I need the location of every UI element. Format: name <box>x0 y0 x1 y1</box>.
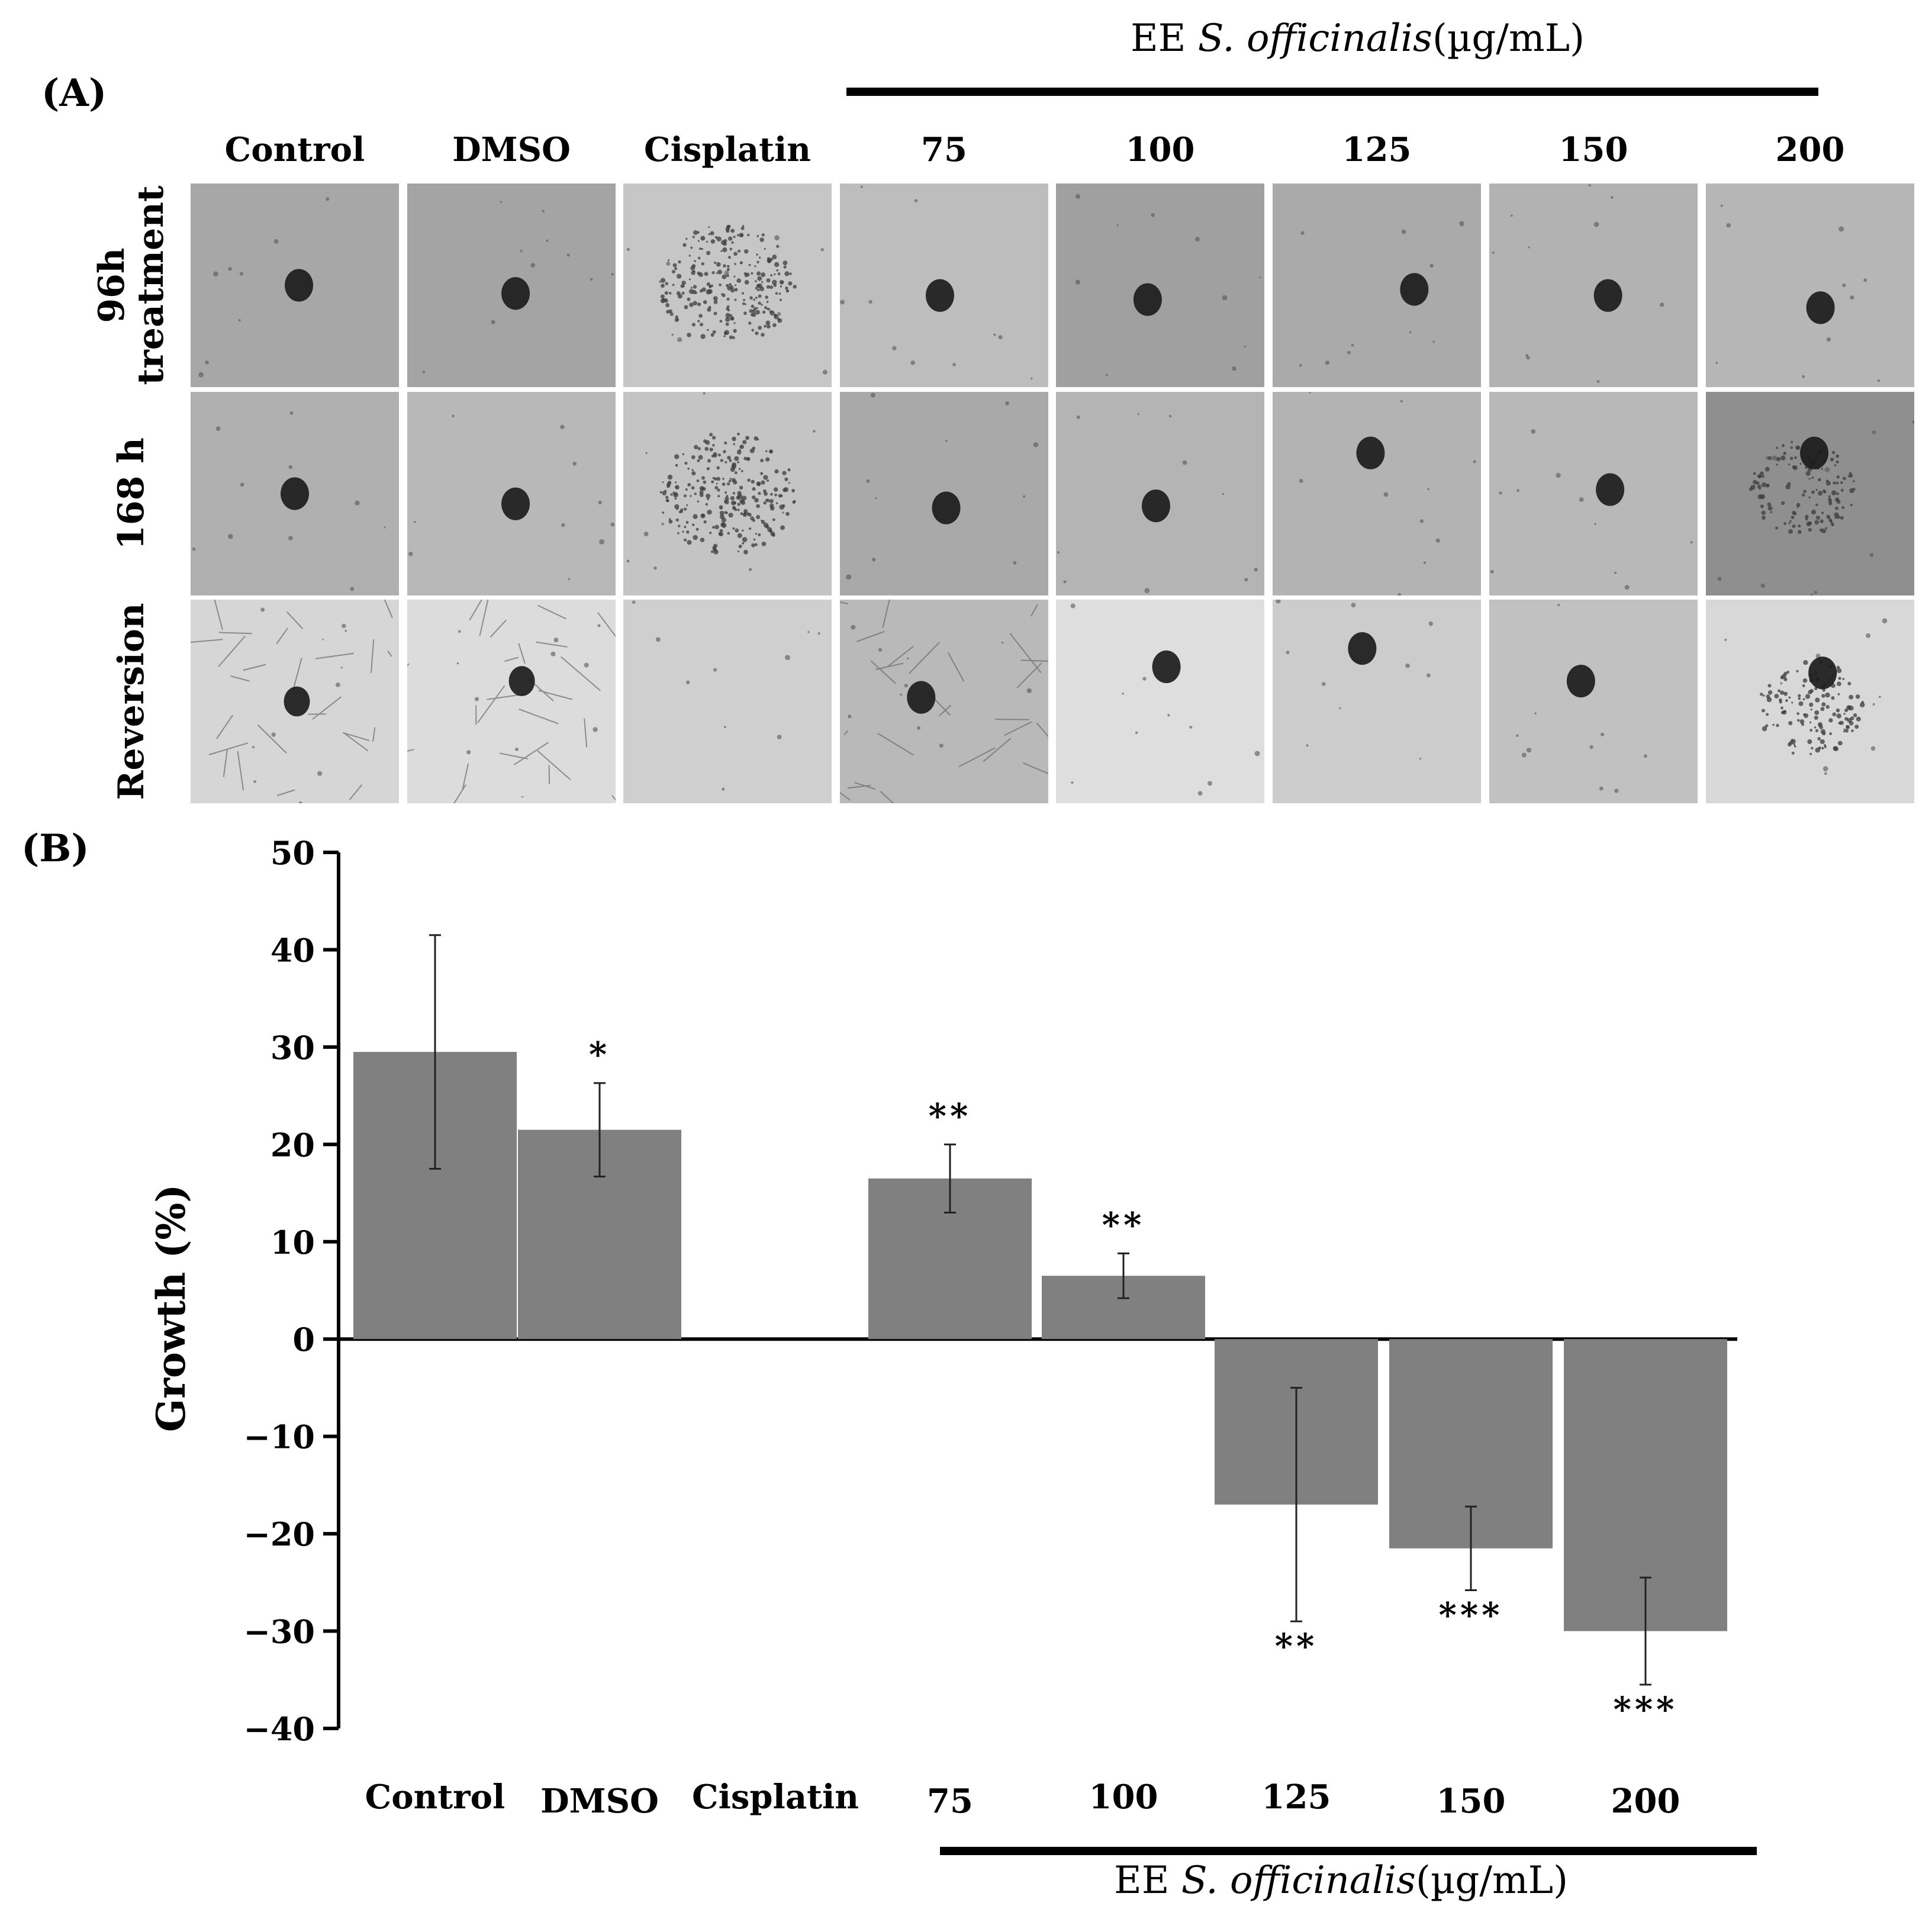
y-tick-label: 50 <box>271 834 315 872</box>
y-tick-label: 40 <box>271 931 315 969</box>
panel-b-label: (B) <box>21 826 89 871</box>
y-axis-label: Growth (%) <box>148 1184 194 1432</box>
y-tick-label: 30 <box>271 1029 315 1067</box>
panel-b-header-rule <box>940 1847 1757 1855</box>
row-label-2: 168 h <box>111 392 152 595</box>
column-label-cisplatin: Cisplatin <box>644 130 811 169</box>
x-tick-label-200: 200 <box>1611 1782 1680 1821</box>
chart-x-tick-labels: Control DMSO Cisplatin 75 100 125 150 200 <box>365 1778 1680 1821</box>
panel-a-label: (A) <box>41 71 107 115</box>
error-bar-150 <box>1465 1505 1477 1591</box>
micrograph-dmso-row1 <box>407 183 616 387</box>
column-label-control: Control <box>224 130 365 169</box>
column-label-75: 75 <box>921 130 967 169</box>
panel-b-header-species: S. officinalis <box>1181 1859 1416 1902</box>
error-bar-control <box>429 934 441 1170</box>
micrograph-150-row1 <box>1489 183 1698 387</box>
panel-a-header-species: S. officinalis <box>1197 17 1432 60</box>
micrograph-150-row3 <box>1489 600 1698 803</box>
row-label-line: Reversion <box>111 603 152 800</box>
micrograph-200-row2 <box>1706 392 1914 595</box>
row-label-line: 168 h <box>111 437 152 550</box>
column-label-125: 125 <box>1342 130 1412 169</box>
x-tick-label-100: 100 <box>1089 1778 1158 1817</box>
micrograph-125-row3 <box>1273 600 1481 803</box>
micrograph-200-row3 <box>1706 600 1914 803</box>
error-bar-200 <box>1640 1576 1651 1686</box>
row-label-line: treatment <box>130 185 172 385</box>
micrograph-75-row1 <box>840 183 1048 387</box>
x-tick-label-150: 150 <box>1437 1782 1506 1821</box>
micrograph-100-row2 <box>1056 392 1264 595</box>
x-tick-label-75: 75 <box>927 1782 973 1821</box>
error-bar-100 <box>1118 1253 1129 1299</box>
row-label-line: 96h <box>91 247 133 323</box>
micrograph-75-row3 <box>840 600 1048 803</box>
y-tick-label: −40 <box>244 1710 315 1748</box>
panel-b-header: EE S. officinalis(µg/mL) <box>1114 1859 1568 1902</box>
panel-b-header-unit: (µg/mL) <box>1415 1859 1569 1902</box>
micrograph-150-row2 <box>1489 392 1698 595</box>
chart-significance-labels: ************* <box>589 1035 1678 1730</box>
y-tick-label: −30 <box>244 1613 315 1651</box>
micrograph-200-row1 <box>1706 183 1914 387</box>
x-tick-label-125: 125 <box>1262 1778 1331 1817</box>
micrograph-125-row1 <box>1273 183 1481 387</box>
x-tick-label-control: Control <box>365 1778 505 1817</box>
x-tick-label-cisplatin: Cisplatin <box>692 1778 859 1817</box>
micrograph-75-row2 <box>840 392 1048 595</box>
error-bar-dmso <box>594 1082 606 1178</box>
micrograph-125-row2 <box>1273 392 1481 595</box>
panel-a-header: EE S. officinalis(µg/mL) <box>1131 17 1585 60</box>
y-tick-label: −20 <box>244 1515 315 1553</box>
micrograph-dmso-row3 <box>407 600 616 803</box>
column-label-dmso: DMSO <box>452 130 571 169</box>
y-tick-label: 20 <box>271 1126 315 1164</box>
panel-a-header-rule <box>846 88 1818 96</box>
panel-b-header-prefix: EE <box>1114 1859 1170 1902</box>
error-bar-75 <box>944 1143 956 1213</box>
micrograph-control-row1 <box>191 183 399 387</box>
column-label-100: 100 <box>1125 130 1195 169</box>
panel-a-header-prefix: EE <box>1131 17 1186 60</box>
panel-a-header-unit: (µg/mL) <box>1432 17 1585 60</box>
significance-label: ** <box>929 1096 972 1136</box>
chart-axes: 50 40 30 20 10 0 −10 −20 −30 −40 <box>244 834 1737 1748</box>
micrograph-100-row1 <box>1056 183 1264 387</box>
significance-label: *** <box>1614 1689 1678 1730</box>
significance-label: *** <box>1439 1595 1503 1635</box>
significance-label: ** <box>1102 1205 1145 1245</box>
micrograph-100-row3 <box>1056 600 1264 803</box>
micrograph-cisplatin-row2 <box>623 392 832 595</box>
error-bar-125 <box>1290 1386 1302 1622</box>
row-label-1: 96h treatment <box>91 183 172 387</box>
micrograph-cisplatin-row1 <box>623 183 832 387</box>
significance-label: * <box>589 1035 610 1075</box>
micrograph-dmso-row2 <box>407 392 616 595</box>
chart-bars <box>353 1052 1727 1631</box>
y-tick-label: −10 <box>244 1418 315 1456</box>
x-tick-label-dmso: DMSO <box>540 1782 659 1821</box>
micrograph-control-row2 <box>191 392 399 595</box>
y-tick-label: 10 <box>271 1224 315 1261</box>
micrograph-cisplatin-row3 <box>623 600 832 803</box>
significance-label: ** <box>1275 1626 1318 1666</box>
row-label-3: Reversion <box>111 600 152 803</box>
micrograph-control-row3 <box>191 600 399 803</box>
chart-error-bars <box>429 934 1651 1686</box>
column-label-150: 150 <box>1559 130 1628 169</box>
column-label-200: 200 <box>1775 130 1845 169</box>
y-tick-label: 0 <box>292 1321 315 1358</box>
